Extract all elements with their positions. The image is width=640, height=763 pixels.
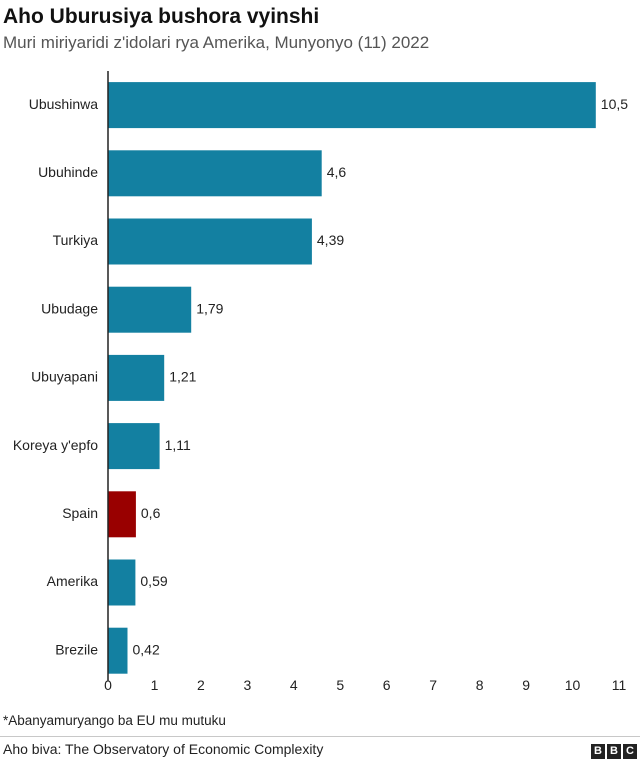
bar <box>108 627 128 674</box>
x-tick-label: 0 <box>104 677 112 693</box>
bar-chart: Ubushinwa 10,5 Ubuhinde 4,6 Turkiya 4,39 Ubuda… <box>13 71 628 693</box>
category-label: Turkiya <box>53 232 99 248</box>
x-tick-label: 9 <box>522 677 530 693</box>
category-label: Ubuyapani <box>31 369 98 385</box>
bar <box>108 423 160 470</box>
data-label: 0,42 <box>133 641 160 657</box>
bbc-logo-letter-1: B <box>591 744 605 759</box>
x-tick-label: 2 <box>197 677 205 693</box>
chart-title: Aho Uburusiya bushora vyinshi <box>3 5 320 28</box>
x-tick-label: 7 <box>429 677 437 693</box>
x-tick-label: 8 <box>476 677 484 693</box>
bbc-logo: B B C <box>591 744 637 759</box>
bbc-logo-letter-3: C <box>623 744 637 759</box>
bar <box>108 286 192 333</box>
x-tick-label: 5 <box>336 677 344 693</box>
footnote: *Abanyamuryango ba EU mu mutuku <box>3 713 226 728</box>
bar <box>108 559 136 606</box>
x-tick-label: 1 <box>151 677 159 693</box>
source-note: Aho biva: The Observatory of Economic Co… <box>3 741 324 757</box>
category-label: Amerika <box>47 573 99 589</box>
data-label: 1,11 <box>165 437 191 453</box>
category-label: Ubushinwa <box>29 96 98 112</box>
bar <box>108 218 312 265</box>
category-label: Koreya y'epfo <box>13 437 98 453</box>
data-label: 1,21 <box>169 369 196 385</box>
data-label: 0,6 <box>141 505 161 521</box>
footer-divider <box>0 736 640 737</box>
x-tick-label: 11 <box>612 677 627 693</box>
x-tick-label: 10 <box>565 677 581 693</box>
bar <box>108 354 165 401</box>
bar <box>108 150 322 197</box>
data-label: 10,5 <box>601 96 628 112</box>
data-label: 4,39 <box>317 232 344 248</box>
x-tick-label: 4 <box>290 677 298 693</box>
bar <box>108 491 136 538</box>
category-label: Spain <box>62 505 98 521</box>
x-tick-label: 6 <box>383 677 391 693</box>
bar <box>108 82 596 129</box>
x-tick-label: 3 <box>244 677 252 693</box>
category-label: Ubudage <box>41 300 98 316</box>
bbc-logo-letter-2: B <box>607 744 621 759</box>
category-label: Ubuhinde <box>38 164 98 180</box>
data-label: 1,79 <box>196 300 223 316</box>
category-label: Brezile <box>55 641 98 657</box>
data-label: 0,59 <box>140 573 167 589</box>
chart-subtitle: Muri miriyaridi z'idolari rya Amerika, M… <box>3 33 430 52</box>
data-label: 4,6 <box>327 164 347 180</box>
